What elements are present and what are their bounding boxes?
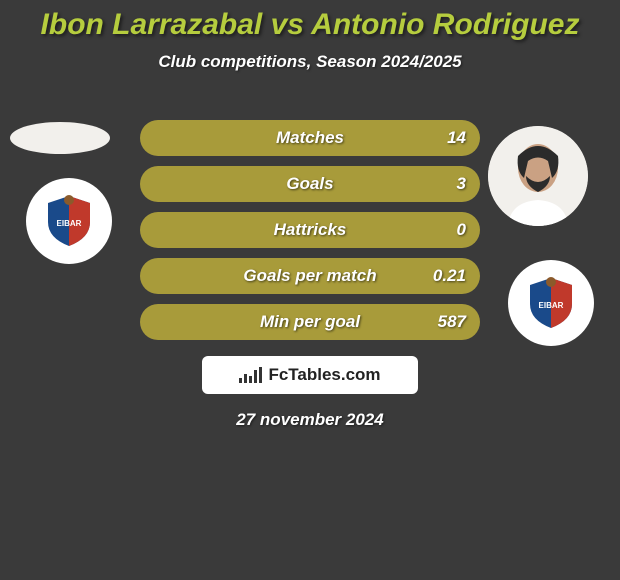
bar-label: Min per goal <box>260 312 360 332</box>
bar-value: 0.21 <box>433 266 466 286</box>
svg-text:EIBAR: EIBAR <box>539 301 564 310</box>
bar-value: 3 <box>457 174 466 194</box>
stat-row: Goals per match 0.21 <box>140 258 480 294</box>
bar-label: Hattricks <box>274 220 347 240</box>
bar-value: 14 <box>447 128 466 148</box>
svg-text:EIBAR: EIBAR <box>57 219 82 228</box>
bar-value: 587 <box>438 312 466 332</box>
bar-label: Goals <box>286 174 333 194</box>
club-left-logo: EIBAR <box>26 178 112 264</box>
fctables-badge: FcTables.com <box>202 356 418 394</box>
club-right-logo: EIBAR <box>508 260 594 346</box>
badge-text: FcTables.com <box>268 365 380 385</box>
bar-label: Matches <box>276 128 344 148</box>
stats-bars: Matches 14 Goals 3 Hattricks 0 Goals per match… <box>140 120 480 350</box>
bar-value: 0 <box>457 220 466 240</box>
bar-label: Goals per match <box>243 266 376 286</box>
comparison-subtitle: Club competitions, Season 2024/2025 <box>0 52 620 72</box>
player-left-avatar <box>10 122 110 154</box>
stat-row: Min per goal 587 <box>140 304 480 340</box>
player-right-avatar <box>488 126 588 226</box>
person-icon <box>488 126 588 226</box>
stat-row: Goals 3 <box>140 166 480 202</box>
shield-icon: EIBAR <box>42 194 96 248</box>
date-text: 27 november 2024 <box>236 410 383 430</box>
bar-chart-icon <box>239 367 262 383</box>
stat-row: Hattricks 0 <box>140 212 480 248</box>
shield-icon: EIBAR <box>524 276 578 330</box>
comparison-title: Ibon Larrazabal vs Antonio Rodriguez <box>0 0 620 42</box>
stat-row: Matches 14 <box>140 120 480 156</box>
